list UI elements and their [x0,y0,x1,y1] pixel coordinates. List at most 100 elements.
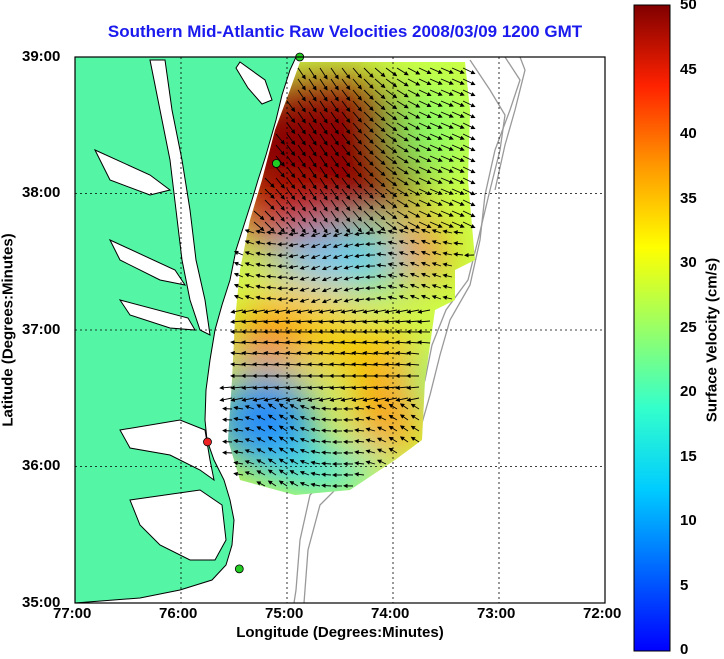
velocity-arrow [278,436,288,443]
velocity-arrow [385,221,398,231]
velocity-arrow [398,240,409,245]
velocity-arrow [264,210,275,221]
velocity-arrow [233,471,244,477]
velocity-arrow [341,67,351,80]
velocity-arrow [385,199,398,209]
velocity-arrow [297,166,306,179]
velocity-arrow [308,166,317,179]
velocity-arrow [332,232,343,238]
velocity-arrow [319,122,328,135]
velocity-arrow [363,133,374,144]
velocity-arrow [398,284,409,289]
velocity-arrow [263,309,277,314]
velocity-arrow [286,122,296,135]
velocity-arrow [354,439,365,444]
velocity-arrow [299,459,310,465]
x-axis-label: Longitude (Degrees:Minutes) [236,624,444,641]
velocity-arrow [365,460,376,465]
velocity-arrow [341,133,351,146]
velocity-arrow [429,78,443,85]
velocity-arrow [341,210,351,223]
velocity-arrow [267,403,277,410]
velocity-arrow [410,425,420,432]
velocity-arrow [297,67,306,80]
velocity-arrow [343,232,354,237]
velocity-arrow [363,78,374,89]
velocity-arrow [329,350,343,356]
velocity-arrow [440,133,454,140]
velocity-arrow [318,309,332,314]
velocity-arrow [451,89,465,96]
velocity-arrow [363,188,374,199]
velocity-arrow [321,472,332,477]
velocity-arrow [230,397,244,402]
velocity-arrow [398,251,409,256]
velocity-arrow [256,404,266,410]
velocity-arrow [310,482,321,488]
velocity-arrow [385,144,398,154]
velocity-arrow [462,67,476,75]
velocity-arrow [429,89,443,96]
velocity-arrow [363,122,374,133]
velocity-arrow [241,397,255,402]
velocity-arrow [241,350,255,356]
velocity-arrow [275,221,285,233]
velocity-arrow [374,199,386,210]
velocity-arrow [308,155,317,168]
velocity-arrow [409,294,420,300]
x-tick-label: 76:00 [159,605,198,622]
velocity-arrow [352,188,362,200]
velocity-arrow [230,385,244,391]
velocity-arrow [462,78,476,86]
velocity-arrow [341,177,351,190]
velocity-arrow [297,133,306,146]
velocity-arrow [286,188,296,201]
velocity-arrow [418,210,432,218]
y-tick-label: 36:00 [22,457,61,474]
velocity-arrow [308,188,317,201]
velocity-arrow [277,253,288,258]
velocity-arrow [385,177,398,187]
velocity-arrow [343,276,354,281]
velocity-arrow [222,439,233,444]
velocity-arrow [266,252,277,257]
velocity-arrow [296,385,310,391]
velocity-arrow [286,133,296,146]
velocity-arrow [431,229,442,234]
velocity-arrow [308,177,317,190]
velocity-arrow [321,450,332,455]
velocity-arrow [289,481,299,487]
velocity-arrow [255,262,266,267]
velocity-arrow [352,89,362,101]
velocity-arrow [244,284,255,289]
velocity-arrow [278,425,288,432]
velocity-arrow [407,188,421,196]
velocity-arrow [285,362,299,367]
velocity-arrow [244,262,255,267]
velocity-arrow [354,472,365,477]
velocity-arrow [376,241,387,246]
velocity-arrow [308,144,317,157]
velocity-arrow [451,111,465,118]
velocity-arrow [429,144,443,151]
velocity-arrow [256,415,266,421]
velocity-arrow [274,309,288,314]
velocity-arrow [299,448,310,454]
velocity-arrow [321,265,332,271]
velocity-arrow [307,385,321,391]
velocity-arrow [286,221,296,234]
velocity-arrow [351,309,365,314]
velocity-arrow [296,350,310,356]
velocity-arrow [244,240,255,245]
velocity-arrow [329,397,343,402]
velocity-arrow [296,319,310,324]
velocity-arrow [296,309,310,314]
velocity-arrow [299,243,310,248]
velocity-arrow [354,286,365,292]
velocity-arrow [307,309,321,314]
velocity-arrow [308,89,317,102]
velocity-arrow [362,397,376,402]
velocity-arrow [244,471,255,476]
velocity-arrow [310,243,321,249]
